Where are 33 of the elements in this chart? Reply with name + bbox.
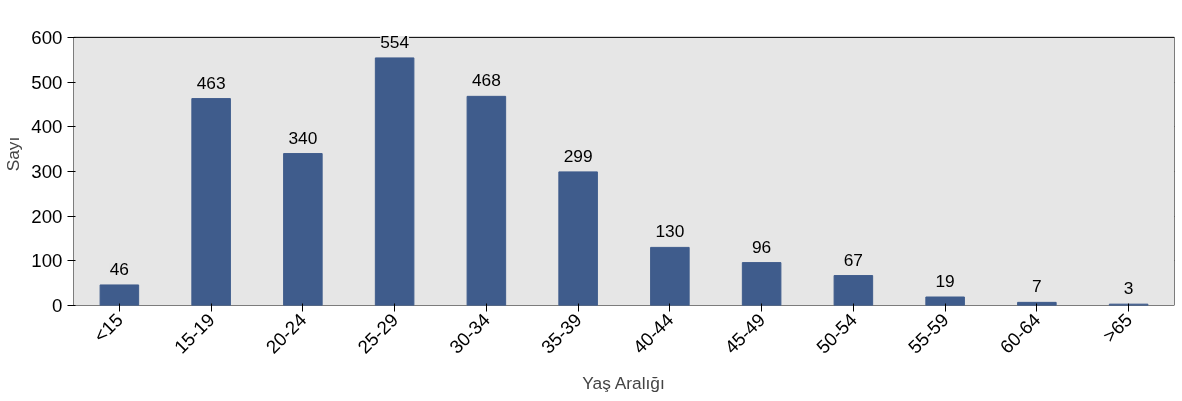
- data-label: 96: [751, 236, 772, 257]
- y-tick-label: 100: [31, 250, 63, 272]
- y-tick-label: 600: [31, 26, 63, 48]
- data-label: 46: [109, 258, 130, 279]
- data-label: 3: [1123, 278, 1134, 299]
- data-label: 340: [288, 127, 318, 148]
- bar: [833, 275, 874, 306]
- data-label: 299: [563, 145, 593, 166]
- data-label: 463: [196, 72, 226, 93]
- y-tick-label: 200: [31, 205, 63, 227]
- data-label: 554: [380, 31, 410, 52]
- bar: [374, 57, 415, 306]
- data-label: 130: [655, 221, 685, 242]
- y-tick-label: 300: [31, 160, 63, 182]
- bar: [741, 262, 782, 306]
- bar: [191, 98, 231, 306]
- x-tick-label: <15: [89, 309, 127, 347]
- bar: [925, 296, 965, 306]
- bar: [283, 153, 323, 306]
- x-axis-title: Yaş Aralığı: [582, 373, 665, 394]
- data-label: 7: [1032, 276, 1042, 297]
- bar: [99, 284, 140, 306]
- y-tick-label: 500: [31, 71, 63, 93]
- y-tick-label: 0: [52, 295, 63, 316]
- bar: [466, 95, 507, 306]
- data-label: 19: [935, 271, 955, 292]
- bar: [558, 171, 598, 306]
- data-label: 468: [471, 70, 501, 91]
- y-tick-label: 400: [31, 116, 63, 138]
- x-tick-label: >65: [1098, 309, 1137, 347]
- y-axis-title: Sayı: [3, 136, 24, 172]
- bar: [650, 246, 690, 306]
- data-label: 67: [843, 249, 864, 270]
